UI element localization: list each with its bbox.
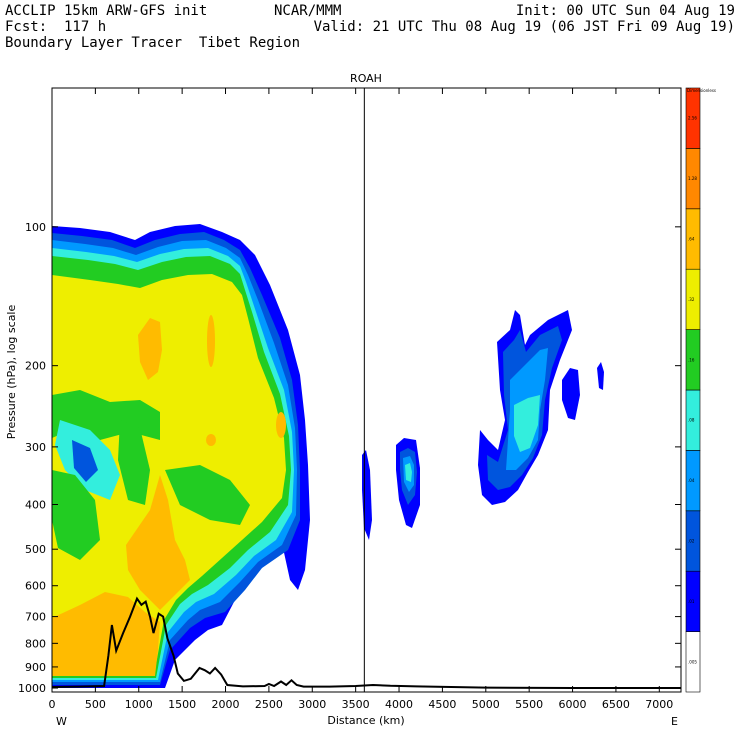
- colorbar-level-label: .16: [688, 357, 695, 362]
- x-axis: 0 500 1000 1500 2000 2500 3000 3500 4000 4500 5000…: [49, 88, 673, 711]
- header-forecast-hour: Fcst: 117 h: [5, 19, 107, 35]
- plume-inner-blue: [72, 440, 98, 482]
- plume-orange-spot-2: [206, 434, 216, 446]
- cell-5000-level-08: [514, 395, 540, 452]
- plume-orange-lower: [52, 592, 160, 676]
- colorbar: .005 .01 .02 .04 .08 .16 .32 .64 1.28 2.56 Dimensi…: [685, 87, 716, 693]
- y-tick-label: 500: [25, 543, 46, 556]
- plume-orange-upper: [138, 318, 162, 380]
- plume-inner-green-4: [118, 420, 150, 505]
- colorbar-level-label: 2.56: [688, 116, 697, 121]
- y-tick-label: 900: [25, 661, 46, 674]
- colorbar-segment: [685, 87, 701, 149]
- plume-orange-mid: [126, 475, 190, 610]
- x-tick-label: 6500: [602, 698, 630, 711]
- y-tick-label: 100: [25, 221, 46, 234]
- colorbar-level-label: .02: [688, 539, 695, 544]
- x-tick-label: 3500: [342, 698, 370, 711]
- x-tick-label: 7000: [645, 698, 673, 711]
- terrain: [52, 596, 681, 689]
- cell-5900-small: [562, 368, 580, 420]
- x-tick-label: 500: [85, 698, 106, 711]
- colorbar-level-label: .005: [688, 659, 697, 664]
- y-tick-label: 1000: [18, 682, 46, 695]
- y-tick-label: 400: [25, 499, 46, 512]
- x-axis-east-label: E: [671, 715, 678, 728]
- x-axis-west-label: W: [56, 715, 67, 728]
- x-tick-label: 5000: [472, 698, 500, 711]
- roah-column-cell: [362, 450, 372, 540]
- y-tick-label: 800: [25, 637, 46, 650]
- colorbar-level-label: .32: [688, 297, 695, 302]
- y-axis-label: Pressure (hPa), log scale: [5, 305, 18, 440]
- chart-title: ROAH: [350, 72, 382, 85]
- header-field-name: Boundary Layer Tracer Tibet Region: [5, 35, 301, 51]
- x-tick-label: 1500: [168, 698, 196, 711]
- plot-frame: [51, 87, 682, 693]
- cell-6300-small: [597, 362, 604, 390]
- plume-orange-spot-1: [207, 315, 215, 367]
- x-axis-label: Distance (km): [327, 714, 404, 727]
- x-tick-label: 4500: [428, 698, 456, 711]
- y-tick-label: 700: [25, 611, 46, 624]
- colorbar-level-label: .64: [688, 237, 695, 242]
- x-tick-label: 2000: [212, 698, 240, 711]
- y-tick-label: 200: [25, 360, 46, 373]
- header-valid-time: Valid: 21 UTC Thu 08 Aug 19 (06 JST Fri …: [313, 19, 735, 35]
- x-tick-label: 1000: [125, 698, 153, 711]
- x-tick-label: 4000: [385, 698, 413, 711]
- y-tick-label: 300: [25, 441, 46, 454]
- header-organization: NCAR/MMM: [274, 3, 342, 19]
- tracer-fields: [52, 224, 604, 688]
- header-model-title: ACCLIP 15km ARW-GFS init: [5, 3, 208, 19]
- colorbar-level-label: 1.28: [688, 176, 697, 181]
- colorbar-level-label: .01: [688, 599, 695, 604]
- x-tick-label: 2500: [255, 698, 283, 711]
- x-tick-label: 6000: [559, 698, 587, 711]
- plume-inner-green-3: [165, 465, 250, 525]
- header-init-time: Init: 00 UTC Sun 04 Aug 19: [515, 3, 735, 19]
- x-tick-label: 3000: [298, 698, 326, 711]
- plume-orange-spot-3: [276, 412, 286, 438]
- x-tick-label: 0: [49, 698, 56, 711]
- colorbar-level-label: .08: [688, 418, 695, 423]
- plume-inner-green-2: [52, 470, 100, 560]
- cell-4000-level-08: [405, 463, 412, 482]
- colorbar-unit-label: Dimensionless: [687, 88, 716, 93]
- x-tick-label: 5500: [515, 698, 543, 711]
- y-tick-label: 600: [25, 580, 46, 593]
- y-axis: 100 200 300 400 500 600 700 800 900 1000: [18, 221, 681, 695]
- terrain-line: [52, 596, 681, 689]
- colorbar-level-label: .04: [688, 478, 695, 483]
